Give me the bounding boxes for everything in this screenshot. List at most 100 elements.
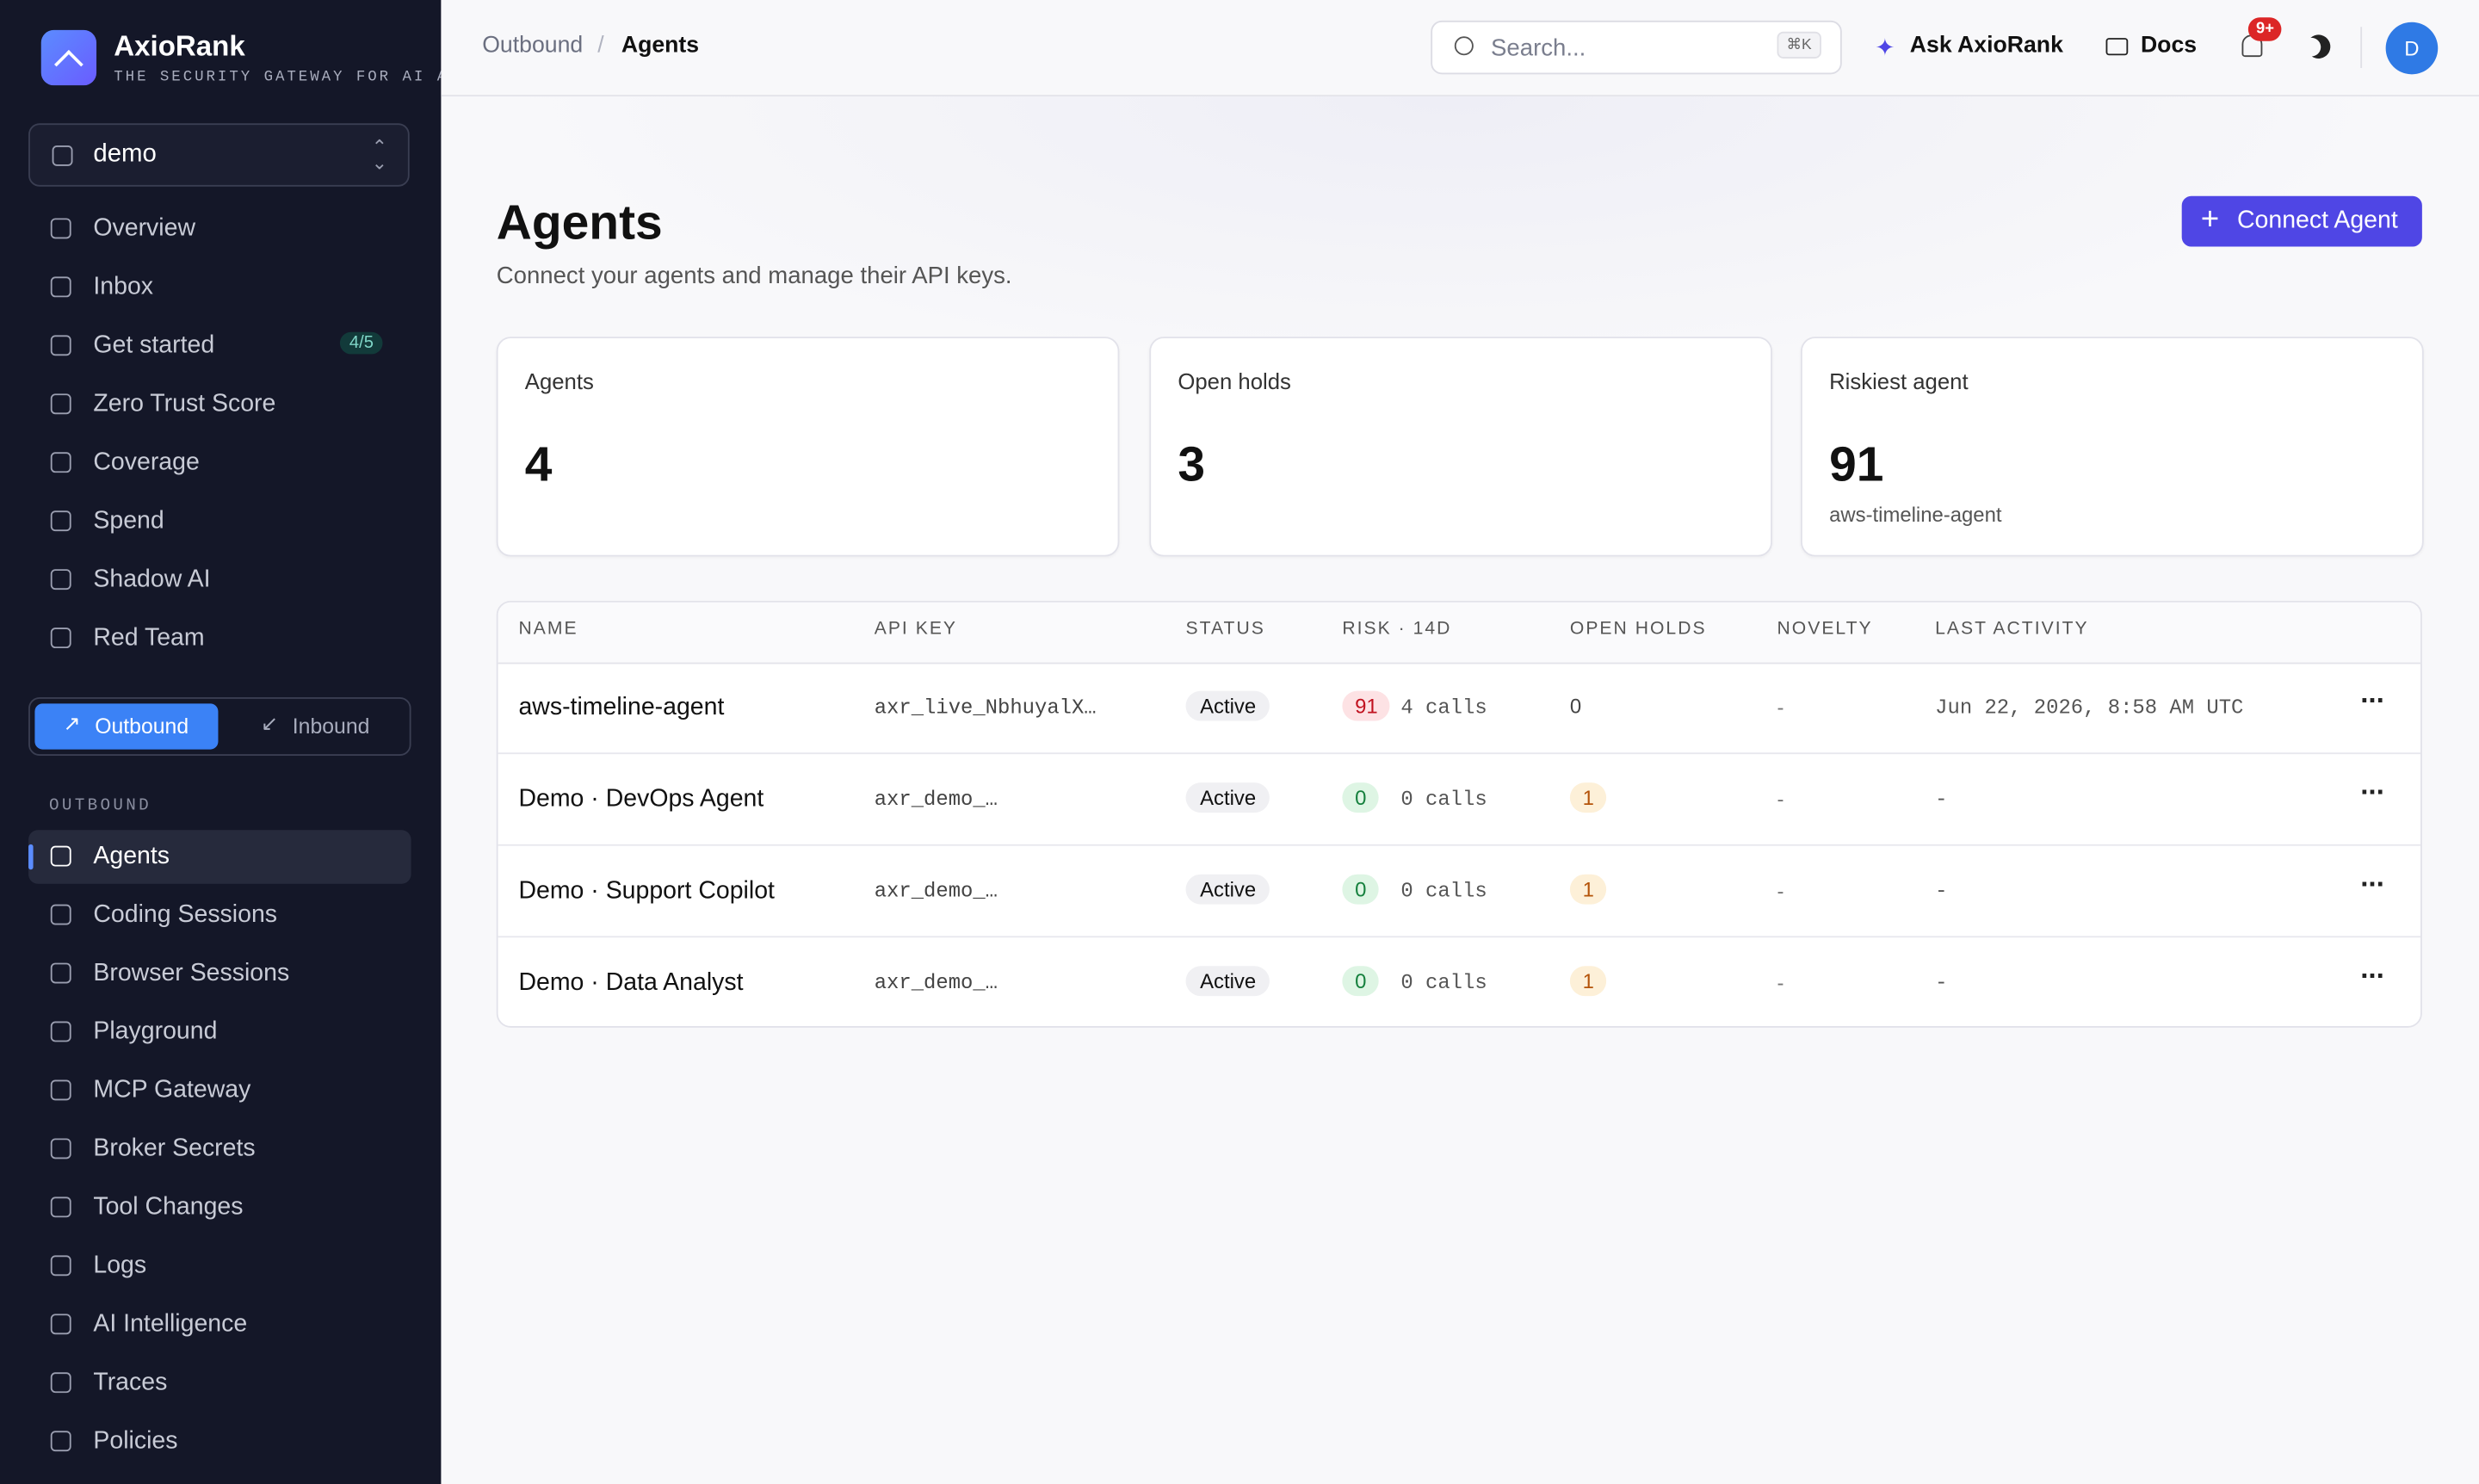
stat-value: 91 xyxy=(1829,436,1884,492)
nav-icon xyxy=(50,845,71,867)
nav-label: Get started xyxy=(93,331,215,359)
icon: ↗ xyxy=(63,711,81,736)
nav-item[interactable]: Coding Sessions xyxy=(28,888,411,942)
nav-label: Tool Changes xyxy=(93,1193,244,1221)
nav-item[interactable]: AI Intelligence xyxy=(28,1298,411,1351)
status-badge: Active xyxy=(1185,690,1270,721)
workspace-select[interactable]: demo ⌃ ⌄ xyxy=(28,123,410,187)
stat-value: 4 xyxy=(524,436,553,492)
nav-label: Coverage xyxy=(93,448,200,476)
table-row[interactable]: aws-timeline-agent axr_live_NbhuyalX… Acti… xyxy=(498,663,2421,755)
docs-link[interactable]: Docs xyxy=(2140,33,2198,59)
plus: + xyxy=(2200,202,2220,238)
sidebar: AxioRank THE SECURITY GATEWAY FOR AI AGEN… xyxy=(0,0,442,1484)
nav-item[interactable]: Browser Sessions xyxy=(28,947,411,1000)
agent-name: Demo · Support Copilot xyxy=(518,877,775,905)
active-indicator xyxy=(28,844,34,870)
nav-icon xyxy=(50,1372,71,1394)
nav-label: Policies xyxy=(93,1427,178,1455)
nav-item[interactable]: Playground xyxy=(28,1005,411,1059)
nav-item[interactable]: Broker Secrets xyxy=(28,1122,411,1176)
nav-item[interactable]: Spend xyxy=(28,495,411,548)
nav-label: MCP Gateway xyxy=(93,1076,251,1104)
stat-value: 3 xyxy=(1178,436,1206,492)
icon: ↙ xyxy=(261,711,279,736)
open-holds: 1 xyxy=(1569,874,1607,905)
nav-item[interactable]: Zero Trust Score xyxy=(28,378,411,431)
stat-card: Riskiest agent 91 aws-timeline-agent xyxy=(1801,337,2424,557)
nav-icon xyxy=(50,510,71,532)
api-key: axr_live_NbhuyalX… xyxy=(874,696,1097,720)
table-row[interactable]: Demo · Data Analyst axr_demo_… Active 0 0 ca… xyxy=(498,937,2420,1026)
nav-icon xyxy=(50,393,71,415)
row-menu[interactable]: ··· xyxy=(2360,868,2385,900)
column-header: RISK · 14D xyxy=(1342,620,1452,640)
logo-mark xyxy=(54,49,83,79)
ask-button[interactable]: Ask AxioRank xyxy=(1909,33,2063,59)
nav-item[interactable]: Inbox xyxy=(28,261,411,314)
table-row[interactable]: Demo · Support Copilot axr_demo_… Active 0 0… xyxy=(498,846,2421,938)
risk-badge: 91 xyxy=(1342,690,1391,721)
table-row[interactable]: Demo · DevOps Agent axr_demo_… Active 0 0 ca… xyxy=(498,754,2421,846)
column-header: API KEY xyxy=(874,620,958,640)
nav-label: Playground xyxy=(93,1017,218,1046)
open-holds: 1 xyxy=(1569,966,1607,997)
nav-item[interactable]: Tool Changes xyxy=(28,1181,411,1234)
workspace-name: demo xyxy=(93,140,157,168)
search[interactable]: Search... ⌘K xyxy=(1431,20,1842,75)
nav-label: Logs xyxy=(93,1252,147,1279)
nav-item[interactable]: Shadow AI xyxy=(28,553,411,607)
row-menu[interactable]: ··· xyxy=(2360,776,2385,808)
nav-item[interactable]: Coverage xyxy=(28,436,411,490)
row-menu[interactable]: ··· xyxy=(2360,684,2385,717)
nav-item[interactable]: Policies xyxy=(28,1415,411,1469)
connect-agent-button[interactable]: + Connect Agent xyxy=(2181,195,2422,247)
search-icon xyxy=(1454,36,1474,56)
calls: 0 calls xyxy=(1400,970,1487,995)
nav-item[interactable]: Agents xyxy=(28,830,411,884)
avatar[interactable]: D xyxy=(2385,22,2439,75)
nav-item[interactable]: Logs xyxy=(28,1240,411,1293)
nav-icon xyxy=(50,335,71,356)
nav-item[interactable]: Traces xyxy=(28,1357,411,1410)
stat-card: Agents 4 xyxy=(496,337,1120,557)
theme-toggle[interactable] xyxy=(2303,30,2335,63)
nav-item[interactable]: MCP Gateway xyxy=(28,1064,411,1117)
nav-icon xyxy=(50,1079,71,1101)
risk-badge: 0 xyxy=(1342,782,1380,813)
nav-icon xyxy=(50,1431,71,1452)
nav-icon xyxy=(50,962,71,984)
nav-label: AI Intelligence xyxy=(93,1310,248,1338)
column-header: OPEN HOLDS xyxy=(1569,620,1707,640)
nav-label: Broker Secrets xyxy=(93,1135,256,1163)
nav-item[interactable]: Red Team xyxy=(28,612,411,665)
shortcut: ⌘K xyxy=(1777,31,1821,59)
toggle-outbound[interactable]: Outbound ↗ xyxy=(34,703,219,750)
breadcrumb-current: Agents xyxy=(621,33,700,59)
toggle-inbound[interactable]: Inbound ↙ xyxy=(223,703,406,749)
nav-icon xyxy=(50,904,71,925)
breadcrumb-item[interactable]: Outbound xyxy=(482,33,584,59)
nav-label: Spend xyxy=(93,507,164,535)
nav-label: Red Team xyxy=(93,624,205,652)
api-key: axr_demo_… xyxy=(874,879,998,903)
ask-icon: ✦ xyxy=(1875,34,1895,62)
nav-item[interactable]: Get started 4/5 xyxy=(28,319,411,373)
calls: 4 calls xyxy=(1400,696,1487,720)
novelty: - xyxy=(1777,879,1784,903)
topbar: Outbound / Agents Search... ⌘K ✦ Ask AxioRank D… xyxy=(441,0,2479,97)
nav-icon xyxy=(50,276,71,298)
novelty: - xyxy=(1777,970,1784,995)
toggle-label: Inbound xyxy=(292,714,370,739)
page-title: Agents xyxy=(496,194,663,250)
nav-item[interactable]: Overview xyxy=(28,202,411,256)
nav-icon xyxy=(50,1255,71,1277)
nav-label: Traces xyxy=(93,1369,168,1396)
agents-table: NAME API KEY STATUS RISK · 14D OPEN HOLDS NOV… xyxy=(496,600,2422,1028)
column-header: NAME xyxy=(518,620,578,640)
open-holds: 0 xyxy=(1569,694,1582,718)
row-menu[interactable]: ··· xyxy=(2360,959,2385,992)
column-header: NOVELTY xyxy=(1777,620,1873,640)
column-header: LAST ACTIVITY xyxy=(1935,620,2089,640)
